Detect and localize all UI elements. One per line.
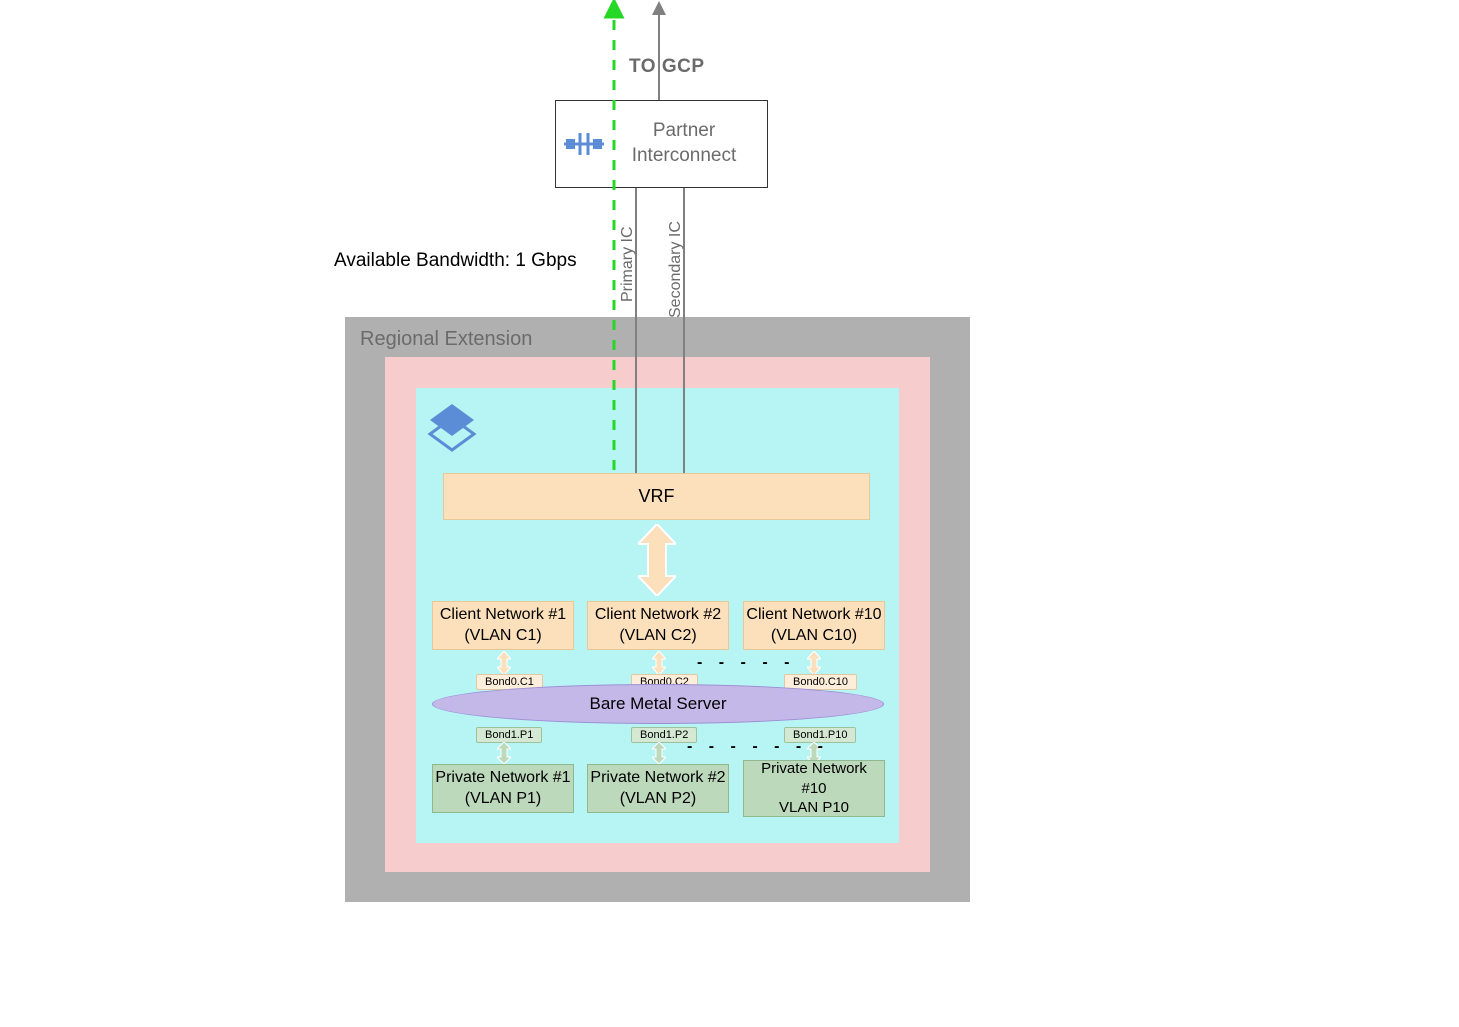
private-network-2-title: Private Network #2 bbox=[590, 768, 725, 789]
private-network-10-vlan: VLAN P10 bbox=[779, 798, 849, 818]
ellipsis-clients: - - - - - bbox=[697, 654, 795, 672]
private-network-1-vlan: (VLAN P1) bbox=[465, 789, 541, 810]
client-network-1-title: Client Network #1 bbox=[440, 605, 566, 626]
diagram-root: Partner Interconnect TO GCP Available Ba… bbox=[0, 0, 1459, 1027]
client-network-2-vlan: (VLAN C2) bbox=[619, 626, 696, 647]
client-network-2-title: Client Network #2 bbox=[595, 605, 721, 626]
private-network-10-title-a: Private Network bbox=[761, 759, 867, 779]
partner-interconnect-label: Partner Interconnect bbox=[611, 119, 767, 168]
big-double-arrow bbox=[638, 524, 676, 601]
bms-label: Bare Metal Server bbox=[590, 694, 727, 714]
secondary-ic-label: Secondary IC bbox=[667, 198, 685, 318]
vrf-box: VRF bbox=[443, 473, 870, 520]
bandwidth-label: Available Bandwidth: 1 Gbps bbox=[334, 250, 577, 272]
layers-icon bbox=[426, 400, 478, 461]
regional-extension-title: Regional Extension bbox=[360, 328, 532, 351]
private-network-1-title: Private Network #1 bbox=[435, 768, 570, 789]
private-network-2: Private Network #2 (VLAN P2) bbox=[587, 764, 729, 813]
interconnect-icon bbox=[556, 129, 611, 159]
private-network-10-title-b: #10 bbox=[801, 779, 826, 799]
primary-ic-label: Primary IC bbox=[619, 202, 637, 302]
private-network-10: Private Network #10 VLAN P10 bbox=[743, 760, 885, 817]
client-network-1: Client Network #1 (VLAN C1) bbox=[432, 601, 574, 650]
ellipsis-privates: - - - - - - - bbox=[687, 738, 829, 756]
bare-metal-server: Bare Metal Server bbox=[432, 684, 884, 724]
private-network-2-vlan: (VLAN P2) bbox=[620, 789, 696, 810]
vrf-label: VRF bbox=[639, 486, 675, 507]
client-network-10-title: Client Network #10 bbox=[746, 605, 881, 626]
to-gcp-label: TO GCP bbox=[629, 56, 705, 78]
client-network-2: Client Network #2 (VLAN C2) bbox=[587, 601, 729, 650]
private-network-1: Private Network #1 (VLAN P1) bbox=[432, 764, 574, 813]
client-network-10: Client Network #10 (VLAN C10) bbox=[743, 601, 885, 650]
bond1-p1: Bond1.P1 bbox=[476, 727, 542, 743]
client-network-10-vlan: (VLAN C10) bbox=[771, 626, 857, 647]
partner-interconnect-box: Partner Interconnect bbox=[555, 100, 768, 188]
client-network-1-vlan: (VLAN C1) bbox=[464, 626, 541, 647]
